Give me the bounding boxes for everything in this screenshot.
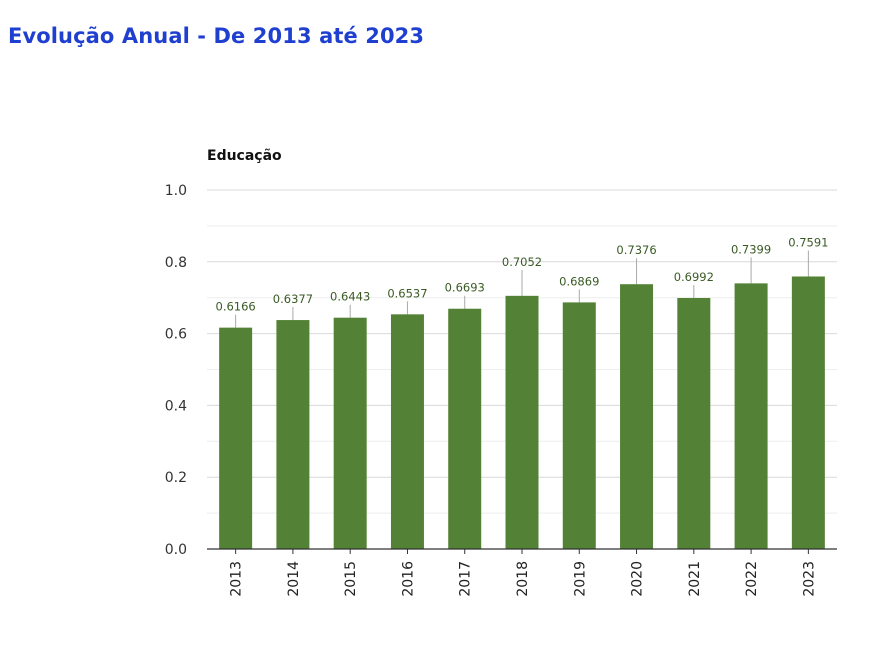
page-title: Evolução Anual - De 2013 até 2023 <box>8 24 425 48</box>
x-tick-label: 2023 <box>801 561 817 597</box>
x-axis-ticks: 2013 2014 2015 2016 2017 2018 2019 2020 2021 2022… <box>229 549 817 597</box>
data-label: 0.6869 <box>559 274 599 288</box>
bar <box>791 276 825 549</box>
x-tick-label: 2020 <box>630 561 646 597</box>
bar <box>276 320 310 549</box>
data-label: 0.6166 <box>216 300 256 314</box>
data-label: 0.6377 <box>273 292 313 306</box>
bar <box>448 308 482 549</box>
bar <box>219 327 253 549</box>
bar <box>562 302 596 549</box>
y-axis-title: Educação <box>207 148 282 164</box>
bar <box>333 317 367 549</box>
x-tick-label: 2017 <box>458 561 474 597</box>
bar <box>734 283 768 549</box>
bar <box>390 314 424 549</box>
y-tick-label: 1.0 <box>165 183 187 199</box>
y-axis-ticks: 0.0 0.2 0.4 0.6 0.8 1.0 <box>165 183 187 558</box>
bar <box>505 295 539 549</box>
data-label: 0.6537 <box>387 286 427 300</box>
x-tick-label: 2014 <box>286 561 302 597</box>
data-label: 0.7376 <box>616 243 656 257</box>
data-label: 0.6443 <box>330 290 370 304</box>
data-labels: 0.6166 0.6377 0.6443 0.6537 0.6693 0.7052 0.68… <box>216 235 829 313</box>
data-label: 0.7399 <box>731 242 771 256</box>
data-label: 0.6992 <box>674 270 714 284</box>
bar <box>677 297 711 549</box>
data-label: 0.7591 <box>788 235 828 249</box>
data-label: 0.7052 <box>502 255 542 269</box>
y-tick-label: 0.8 <box>165 255 187 271</box>
x-tick-label: 2018 <box>515 561 531 597</box>
bars <box>219 276 825 549</box>
bar <box>620 284 654 549</box>
y-tick-label: 0.6 <box>165 327 187 343</box>
x-tick-label: 2013 <box>229 561 245 597</box>
y-tick-label: 0.4 <box>165 398 187 414</box>
x-tick-label: 2015 <box>343 561 359 597</box>
label-leader-lines <box>235 250 809 328</box>
y-tick-label: 0.2 <box>165 470 187 486</box>
y-tick-label: 0.0 <box>165 542 187 558</box>
x-tick-label: 2016 <box>400 561 416 597</box>
x-tick-label: 2019 <box>572 561 588 597</box>
x-tick-label: 2021 <box>687 561 703 597</box>
data-label: 0.6693 <box>445 281 485 295</box>
x-tick-label: 2022 <box>744 561 760 597</box>
